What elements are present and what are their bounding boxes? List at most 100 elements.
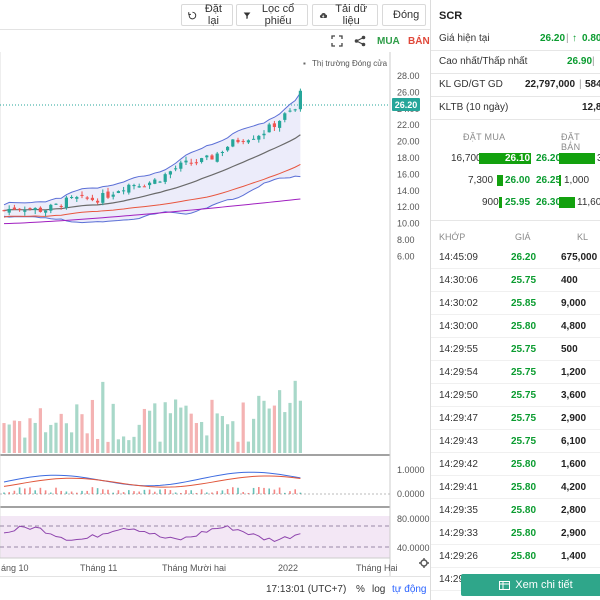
- macd-tick: 0.0000: [397, 489, 425, 499]
- orderbook-row: 16,700 26.10 26.20 3: [431, 152, 600, 166]
- trade-row: 14:30:00 25.80 4,800: [431, 315, 600, 338]
- trade-time: 14:29:33: [439, 528, 478, 539]
- candlesticks: [2, 88, 302, 217]
- high-low-row: Cao nhất/Thấp nhất 26.90 |: [439, 53, 600, 71]
- top-toolbar: Đặt lại Lọc cổ phiếu Tải dữ liệu Đóng: [0, 0, 430, 30]
- trade-time-header: KHỚP: [439, 232, 466, 242]
- trade-price: 25.80: [511, 528, 537, 539]
- price-tick: 26.00: [397, 87, 420, 97]
- filter-label: Lọc cổ phiếu: [261, 3, 295, 27]
- reset-button[interactable]: Đặt lại: [181, 3, 233, 27]
- trade-row: 14:29:50 25.75 3,600: [431, 384, 600, 407]
- trade-row: 14:29:26 25.80 1,400: [431, 545, 600, 568]
- trade-price-header: GIÁ: [515, 232, 531, 242]
- trade-price: 25.80: [511, 505, 537, 516]
- bid-qty: 16,700: [451, 153, 482, 164]
- bid-price: 25.95: [505, 197, 531, 208]
- chart-canvas[interactable]: 28.0026.0024.0022.0020.0018.0016.0014.00…: [0, 52, 430, 576]
- price-tick: 28.00: [397, 71, 420, 81]
- trade-volume: 400: [561, 275, 578, 286]
- trade-row: 14:30:02 25.85 9,000: [431, 292, 600, 315]
- ask-qty: 3: [597, 153, 600, 164]
- trade-volume: 1,200: [561, 367, 587, 378]
- bid-price: 26.10: [505, 153, 531, 164]
- ask-qty: 11,600: [577, 197, 600, 208]
- volume-row: KL GD/GT GD 22,797,000 | 584.99: [439, 76, 600, 94]
- stock-symbol: SCR: [439, 10, 463, 22]
- current-price-row: Giá hiện tại 26.20 | ↑ 0.80: [439, 33, 600, 44]
- trade-price: 25.80: [511, 482, 537, 493]
- filter-icon: [243, 11, 251, 19]
- current-price-label: Giá hiện tại: [439, 33, 490, 44]
- trade-price: 25.80: [511, 551, 537, 562]
- high-low-separator: |: [592, 56, 595, 67]
- volume-label: KL GD/GT GD: [439, 79, 503, 90]
- market-status-dot: ▪: [303, 59, 306, 68]
- trade-row: 14:29:43 25.75 6,100: [431, 430, 600, 453]
- share-icon[interactable]: [353, 34, 367, 48]
- ask-depth-bar: [559, 153, 595, 164]
- bid-qty: 900: [482, 197, 499, 208]
- chart-bottom-bar: 17:13:01 (UTC+7) % log tự động: [0, 558, 430, 600]
- x-tick: Tháng 11: [80, 563, 117, 573]
- x-tick: áng 10: [1, 563, 29, 573]
- download-label: Tải dữ liệu: [335, 3, 368, 27]
- filter-stocks-button[interactable]: Lọc cổ phiếu: [236, 3, 308, 27]
- moving-averages: [3, 92, 301, 225]
- last-price-tag-text: 26.20: [395, 100, 418, 110]
- rsi-pane: [3, 525, 301, 543]
- trade-time: 14:30:06: [439, 275, 478, 286]
- x-tick: 2022: [278, 563, 298, 573]
- download-data-button[interactable]: Tải dữ liệu: [312, 3, 378, 27]
- arrow-up-icon: ↑: [572, 33, 577, 44]
- rsi-tick: 40.0000: [397, 543, 430, 553]
- trade-row: 14:30:06 25.75 400: [431, 269, 600, 292]
- view-detail-button[interactable]: Xem chi tiết: [461, 574, 600, 596]
- rsi-tick: 80.0000: [397, 514, 430, 524]
- price-tick: 6.00: [397, 251, 415, 261]
- ask-qty: 1,000: [564, 175, 590, 186]
- price-tick: 18.00: [397, 153, 420, 163]
- trade-row: 14:29:55 25.75 500: [431, 338, 600, 361]
- trade-volume-header: KL: [577, 232, 589, 242]
- ask-price: 26.25: [536, 175, 562, 186]
- buy-tab[interactable]: MUA: [377, 36, 400, 47]
- trade-time: 14:29:55: [439, 344, 478, 355]
- trade-row: 14:29:33 25.80 2,900: [431, 522, 600, 545]
- trade-price: 26.20: [511, 252, 537, 263]
- fullscreen-icon[interactable]: [330, 34, 344, 48]
- volume-value: 22,797,000: [525, 79, 576, 90]
- trade-time: 14:29:54: [439, 367, 478, 378]
- percent-toggle[interactable]: %: [356, 584, 365, 595]
- trade-row: 14:29:54 25.75 1,200: [431, 361, 600, 384]
- price-tick: 10.00: [397, 219, 420, 229]
- trade-price: 25.80: [511, 459, 537, 470]
- sell-tab[interactable]: BÁN: [408, 36, 430, 47]
- close-button[interactable]: Đóng: [382, 4, 426, 26]
- trade-price: 25.75: [511, 436, 537, 447]
- view-detail-label: Xem chi tiết: [515, 579, 573, 591]
- trade-time: 14:29:26: [439, 551, 478, 562]
- price-tick: 16.00: [397, 169, 420, 179]
- orderbook-row: 900 25.95 26.30 11,600: [431, 196, 600, 210]
- bid-depth-bar: [497, 175, 503, 186]
- trade-row: 14:29:41 25.80 4,200: [431, 476, 600, 499]
- trade-time: 14:29:43: [439, 436, 478, 447]
- price-tick: 14.00: [397, 186, 420, 196]
- macd-tick: 1.0000: [397, 465, 425, 475]
- avg-volume-row: KLTB (10 ngày) 12,83: [439, 99, 600, 117]
- trade-volume: 4,800: [561, 321, 587, 332]
- macd-pane: [3, 471, 302, 494]
- log-toggle[interactable]: log: [372, 584, 386, 595]
- reset-label: Đặt lại: [204, 3, 222, 27]
- trade-row: 14:45:09 26.20 675,000: [431, 246, 600, 269]
- auto-toggle[interactable]: tự động: [392, 584, 427, 595]
- trade-volume: 4,200: [561, 482, 587, 493]
- x-tick: Tháng Hai: [356, 563, 398, 573]
- stock-info-panel: SCR Giá hiện tại 26.20 | ↑ 0.80 Cao nhất…: [430, 0, 600, 600]
- price-chart[interactable]: 28.0026.0024.0022.0020.0018.0016.0014.00…: [0, 52, 430, 576]
- trade-volume: 2,900: [561, 413, 587, 424]
- ask-depth-bar: [559, 197, 575, 208]
- price-tick: 22.00: [397, 120, 420, 130]
- settings-icon[interactable]: [419, 558, 429, 568]
